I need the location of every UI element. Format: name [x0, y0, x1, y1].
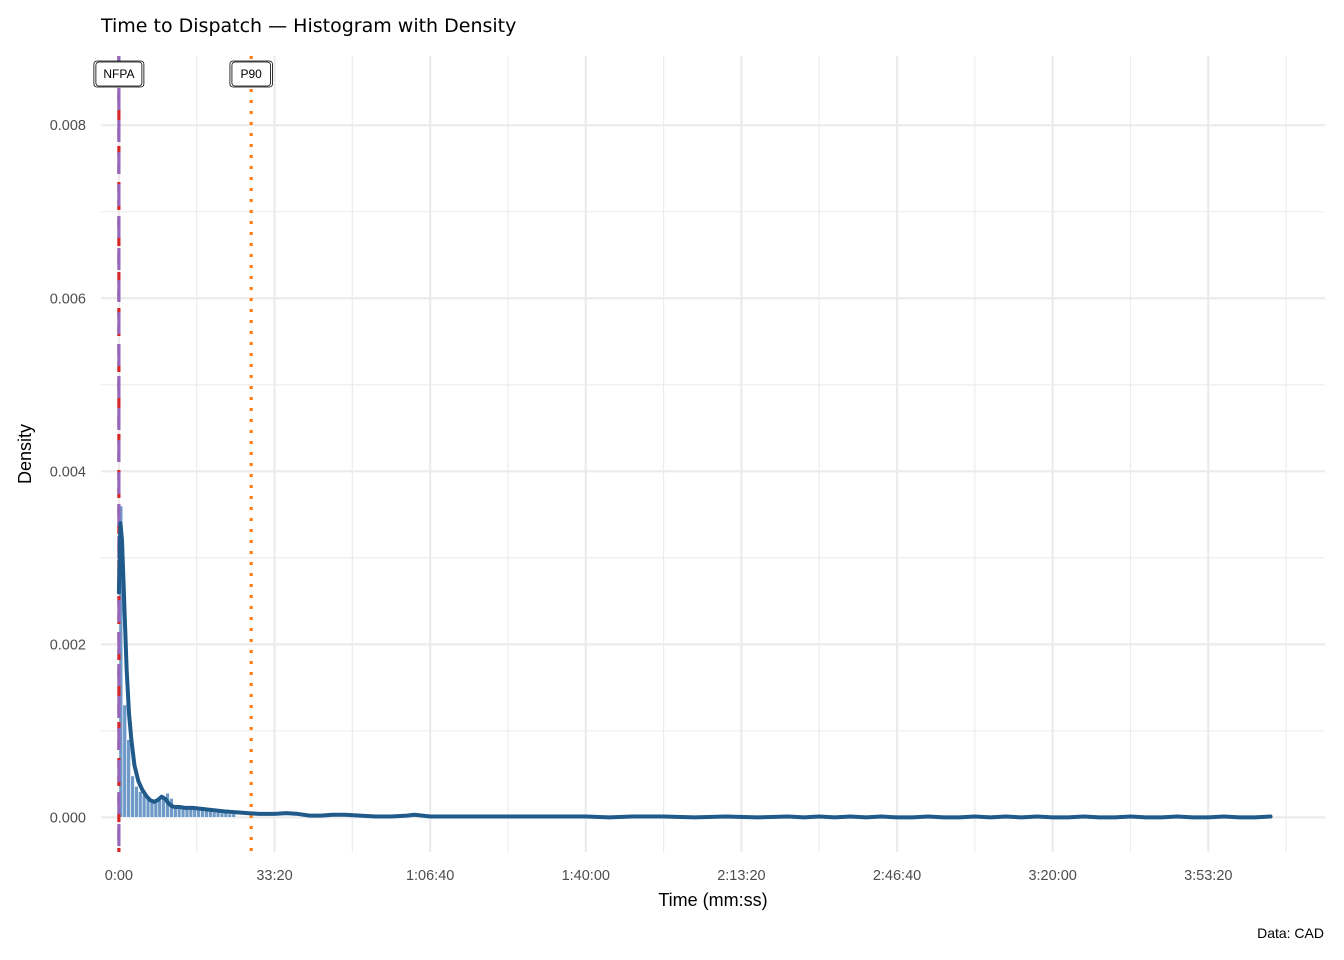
y-tick-labels: 0.000 0.002 0.004 0.006 0.008: [50, 118, 86, 826]
chart-title: Time to Dispatch — Histogram with Densit…: [100, 15, 516, 37]
x-tick-label: 2:13:20: [717, 868, 765, 884]
histogram-bar: [223, 812, 229, 818]
histogram-bar: [138, 791, 143, 818]
reference-lines: [117, 56, 253, 852]
y-tick-label: 0.004: [50, 464, 86, 480]
histogram-bar: [227, 813, 233, 818]
reference-label-box: [95, 61, 143, 87]
y-tick-label: 0.008: [50, 118, 86, 134]
density-curve-layer: [116, 521, 1273, 820]
histogram-bar: [130, 775, 135, 818]
histogram-bar: [149, 801, 155, 818]
density-curve: [116, 521, 1273, 820]
y-tick-label: 0.000: [50, 810, 86, 826]
y-tick-label: 0.006: [50, 291, 86, 307]
x-axis-title: Time (mm:ss): [658, 890, 767, 910]
histogram-bar: [126, 739, 131, 818]
histogram-bar: [134, 785, 139, 818]
histogram-bar: [208, 811, 213, 818]
histogram-bar: [215, 811, 221, 818]
histogram-bar: [219, 812, 225, 818]
histogram-bar: [196, 809, 201, 818]
histogram-bar: [211, 811, 217, 818]
reference-label-p90: P90: [240, 67, 262, 81]
x-tick-label: 3:20:00: [1028, 868, 1076, 884]
x-tick-label: 3:53:20: [1184, 868, 1232, 884]
y-tick-label: 0.002: [50, 637, 86, 653]
histogram-bar: [188, 808, 194, 818]
histogram-bar: [118, 505, 124, 818]
histogram-bar: [231, 813, 236, 818]
x-tick-label: 0:00: [105, 868, 133, 884]
grid: [101, 56, 1325, 852]
x-tick-label: 2:46:40: [873, 868, 921, 884]
chart-caption: Data: CAD: [1257, 925, 1324, 941]
reference-label-nfpa: NFPA: [103, 67, 134, 81]
histogram-bar: [122, 704, 127, 818]
y-axis-title: Density: [15, 424, 35, 484]
x-tick-label: 33:20: [256, 868, 292, 884]
reference-line-labels: NFPA P90: [93, 60, 273, 88]
histogram-bar: [141, 794, 147, 818]
x-tick-labels: 0:00 33:20 1:06:40 1:40:00 2:13:20 2:46:40 3:2…: [105, 868, 1233, 884]
x-tick-label: 1:40:00: [562, 868, 610, 884]
x-tick-label: 1:06:40: [406, 868, 454, 884]
histogram-bar: [157, 799, 162, 818]
reference-label-box: [231, 61, 271, 87]
